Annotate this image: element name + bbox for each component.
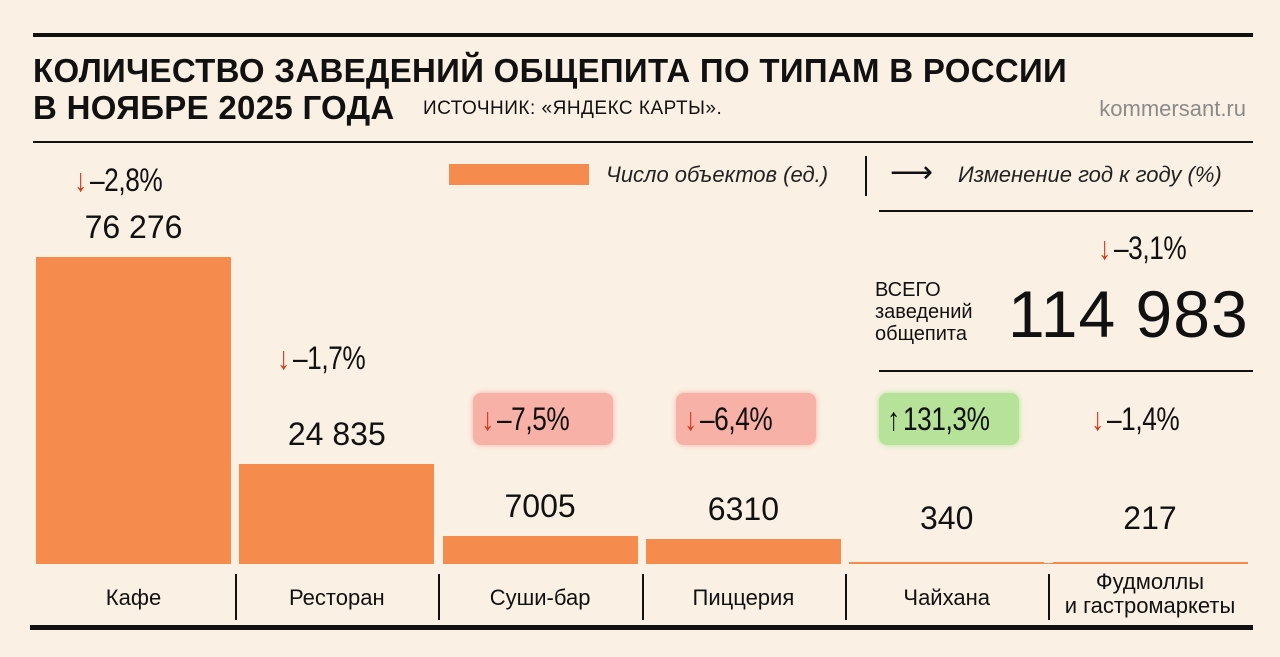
change-label-1: ↓ –1,7% bbox=[277, 338, 366, 378]
category-label: Ресторан bbox=[288, 585, 385, 610]
legend-divider bbox=[865, 156, 867, 196]
bar-value-label: 76 276 bbox=[84, 209, 183, 245]
legend-underline bbox=[879, 210, 1253, 212]
arrow-down-icon: ↓ bbox=[1090, 401, 1104, 437]
bar-0 bbox=[36, 257, 231, 564]
source-note: ИСТОЧНИК: «ЯНДЕКС КАРТЫ». bbox=[423, 98, 723, 119]
arrow-down-icon: ↓ bbox=[480, 401, 494, 437]
change-label-2: ↓ –7,5% bbox=[480, 399, 570, 439]
total-label-line1: ВСЕГО bbox=[875, 279, 941, 301]
bar-value-label: 340 bbox=[919, 500, 974, 536]
total-label-line3: общепита bbox=[875, 323, 967, 345]
total-label-line2: заведений bbox=[875, 301, 973, 323]
bar-3 bbox=[645, 539, 841, 564]
total-label: ВСЕГО заведений общепита bbox=[875, 279, 973, 345]
category-separator bbox=[1048, 574, 1051, 620]
category-separator bbox=[235, 574, 237, 620]
category-label: Суши-бар bbox=[489, 585, 591, 610]
category-separator bbox=[641, 574, 644, 620]
total-value: 114 983 bbox=[1008, 277, 1249, 351]
legend-bar-swatch bbox=[449, 164, 589, 185]
total-change-value: –3,1% bbox=[1113, 230, 1187, 266]
change-value: –1,7% bbox=[293, 340, 366, 376]
bar-2 bbox=[442, 536, 638, 564]
bar-value-label: 24 835 bbox=[287, 416, 386, 452]
top-rule bbox=[33, 33, 1253, 37]
bar-value-label: 7005 bbox=[504, 488, 576, 524]
site-credit: kommersant.ru bbox=[1099, 96, 1246, 121]
change-highlight-4 bbox=[879, 393, 1020, 445]
bar-1 bbox=[239, 464, 435, 564]
bar-value-label: 217 bbox=[1123, 500, 1177, 536]
change-label-4: ↑ 131,3% bbox=[887, 399, 990, 439]
category-label: Кафе bbox=[105, 585, 162, 610]
legend-bars-label: Число объектов (ед.) bbox=[606, 162, 829, 187]
bar-value-label: 6310 bbox=[707, 491, 779, 527]
arrow-down-icon: ↓ bbox=[277, 340, 291, 376]
change-value: –7,5% bbox=[496, 401, 570, 437]
change-value: –1,4% bbox=[1106, 401, 1179, 437]
legend-arrow-icon: ⟶ bbox=[890, 156, 934, 189]
arrow-down-icon: ↓ bbox=[74, 162, 87, 198]
total-change: ↓ –3,1% bbox=[1098, 228, 1187, 268]
category-label: Фудмоллы и гастромаркеты bbox=[1064, 569, 1236, 618]
total-underline bbox=[879, 370, 1253, 372]
category-label: Пиццерия bbox=[692, 585, 795, 610]
change-highlight-2 bbox=[472, 393, 613, 445]
chart-title-line1: КОЛИЧЕСТВО ЗАВЕДЕНИЙ ОБЩЕПИТА ПО ТИПАМ В… bbox=[33, 52, 1068, 89]
change-label-0: ↓ –2,8% bbox=[74, 160, 163, 200]
chart-title-line2: В НОЯБРЕ 2025 ГОДА bbox=[33, 89, 395, 126]
change-value: –6,4% bbox=[699, 401, 773, 437]
change-label-3: ↓ –6,4% bbox=[683, 399, 773, 439]
bottom-rule bbox=[30, 625, 1253, 630]
header-rule bbox=[33, 141, 1253, 143]
category-separator bbox=[844, 574, 847, 620]
category-separator bbox=[438, 574, 441, 620]
arrow-up-icon: ↑ bbox=[887, 401, 900, 437]
tiny-bar-baseline bbox=[849, 563, 1248, 564]
change-value: 131,3% bbox=[903, 401, 990, 437]
change-label-5: ↓ –1,4% bbox=[1090, 399, 1180, 439]
category-label: Чайхана bbox=[903, 585, 990, 610]
arrow-down-icon: ↓ bbox=[1098, 230, 1111, 266]
change-highlight-3 bbox=[675, 393, 816, 445]
arrow-down-icon: ↓ bbox=[683, 401, 697, 437]
change-value: –2,8% bbox=[89, 162, 163, 198]
legend-change-label: Изменение год к году (%) bbox=[958, 162, 1222, 187]
